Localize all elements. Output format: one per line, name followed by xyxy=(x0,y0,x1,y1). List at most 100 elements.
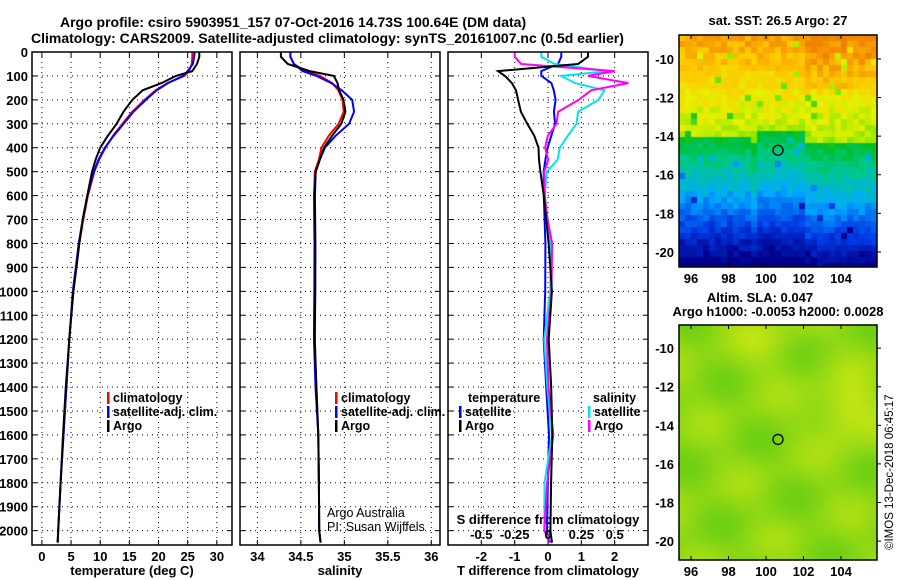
legend-item: satellite-adj. clim. xyxy=(113,405,217,419)
legend-title-temperature: temperature xyxy=(468,391,540,405)
depth-tick-label: 600 xyxy=(6,189,28,204)
x-tick-label: -2 xyxy=(476,549,488,564)
sdiff-tick-label: 0.25 xyxy=(569,527,594,542)
map-lon-label: 102 xyxy=(793,564,815,579)
sdiff-xlabel: S difference from climatology xyxy=(457,512,641,527)
map-lat-label: -16 xyxy=(655,457,674,472)
legend-item-swatch xyxy=(107,392,110,404)
map-lon-label: 98 xyxy=(721,271,735,286)
map-frame xyxy=(678,34,878,268)
temperature-xlabel: temperature (deg C) xyxy=(70,563,194,578)
series-line-argo xyxy=(279,52,347,543)
series-line-argo xyxy=(56,52,201,543)
sdiff-tick-label: 0.5 xyxy=(606,527,624,542)
depth-tick-label: 900 xyxy=(6,260,28,275)
plot-frame xyxy=(239,51,441,546)
x-tick-label: 5 xyxy=(67,549,74,564)
sdiff-tick-label: -0.5 xyxy=(470,527,492,542)
plot-frame xyxy=(31,51,233,546)
map-lon-label: 100 xyxy=(755,271,777,286)
legend-item-salinity-swatch xyxy=(588,406,591,418)
sla-map-subtitle: Argo h1000: -0.0053 h2000: 0.0028 xyxy=(672,304,883,319)
map-lat-label: -18 xyxy=(655,206,674,221)
series-line-salinity-satellite xyxy=(540,52,609,544)
x-tick-label: 30 xyxy=(210,549,224,564)
legend-item-salinity-swatch xyxy=(588,420,591,432)
map-lat-label: -12 xyxy=(655,380,674,395)
x-tick-label: 2 xyxy=(611,549,618,564)
series-line-satellite-adj-clim- xyxy=(56,51,196,543)
legend-item: climatology xyxy=(113,391,183,405)
map-lat-label: -16 xyxy=(655,168,674,183)
legend-item-temperature-swatch xyxy=(459,420,462,432)
legend-item-swatch xyxy=(335,406,338,418)
legend-item-salinity: satellite xyxy=(594,405,641,419)
depth-tick-label: 1200 xyxy=(0,332,28,347)
depth-tick-label: 1800 xyxy=(0,476,28,491)
depth-tick-label: 700 xyxy=(6,213,28,228)
x-tick-label: 0 xyxy=(38,549,45,564)
series-line-temperature-argo xyxy=(495,52,589,543)
tdiff-xlabel: T difference from climatology xyxy=(457,563,640,578)
map-lat-label: -20 xyxy=(655,245,674,260)
x-tick-label: 15 xyxy=(122,549,136,564)
depth-tick-label: 500 xyxy=(6,165,28,180)
sdiff-tick-label: -0.25 xyxy=(500,527,530,542)
x-tick-label: 36 xyxy=(424,549,438,564)
title-line1: Argo profile: csiro 5903951_157 07-Oct-2… xyxy=(60,14,526,30)
depth-tick-label: 1500 xyxy=(0,404,28,419)
depth-tick-label: 1300 xyxy=(0,356,28,371)
x-tick-label: 35 xyxy=(337,549,351,564)
legend-item-swatch xyxy=(335,392,338,404)
x-tick-label: 34.5 xyxy=(288,549,313,564)
map-lat-label: -14 xyxy=(655,418,675,433)
depth-tick-label: 1600 xyxy=(0,428,28,443)
depth-tick-label: 200 xyxy=(6,93,28,108)
x-tick-label: 25 xyxy=(180,549,194,564)
title-line2: Climatology: CARS2009. Satellite-adjuste… xyxy=(31,30,624,46)
legend-item-temperature: satellite xyxy=(465,405,512,419)
legend-title-salinity: salinity xyxy=(593,391,636,405)
series-line-climatology xyxy=(289,52,345,543)
legend-item-swatch xyxy=(107,420,110,432)
depth-tick-label: 0 xyxy=(21,45,28,60)
map-lon-label: 96 xyxy=(684,564,698,579)
map-lat-label: -14 xyxy=(655,129,675,144)
depth-tick-label: 300 xyxy=(6,117,28,132)
map-frame xyxy=(678,324,878,561)
depth-tick-label: 1100 xyxy=(0,308,28,323)
argo-position-marker xyxy=(772,144,784,156)
x-tick-label: 35.5 xyxy=(375,549,400,564)
map-lat-label: -10 xyxy=(655,52,674,67)
x-tick-label: 20 xyxy=(151,549,165,564)
legend-item-temperature-swatch xyxy=(459,406,462,418)
map-lon-label: 104 xyxy=(830,564,852,579)
x-tick-label: 34 xyxy=(250,549,265,564)
x-tick-label: 0 xyxy=(544,549,551,564)
legend-item-temperature: Argo xyxy=(465,419,495,433)
depth-tick-label: 1900 xyxy=(0,500,28,515)
sla-map-image xyxy=(679,325,877,560)
x-tick-label: 10 xyxy=(93,549,107,564)
map-lat-label: -20 xyxy=(655,534,674,549)
map-lon-label: 96 xyxy=(684,271,698,286)
map-lon-label: 104 xyxy=(830,271,852,286)
depth-tick-label: 1400 xyxy=(0,380,28,395)
legend-item-salinity: Argo xyxy=(594,419,624,433)
legend-item-swatch xyxy=(107,406,110,418)
x-tick-label: -1 xyxy=(509,549,521,564)
sla-map-title: Altim. SLA: 0.047 xyxy=(707,290,813,305)
map-lon-label: 100 xyxy=(755,564,777,579)
annotation-pi: PI: Susan Wijffels xyxy=(327,520,425,534)
depth-tick-label: 2000 xyxy=(0,524,28,539)
legend-item: satellite-adj. clim. xyxy=(341,405,445,419)
map-lon-label: 98 xyxy=(721,564,735,579)
series-line-climatology xyxy=(56,52,194,543)
depth-tick-label: 1000 xyxy=(0,284,28,299)
map-lat-label: -18 xyxy=(655,496,674,511)
depth-tick-label: 400 xyxy=(6,141,28,156)
legend-item: Argo xyxy=(113,419,143,433)
legend-item: climatology xyxy=(341,391,411,405)
legend-item: Argo xyxy=(341,419,371,433)
